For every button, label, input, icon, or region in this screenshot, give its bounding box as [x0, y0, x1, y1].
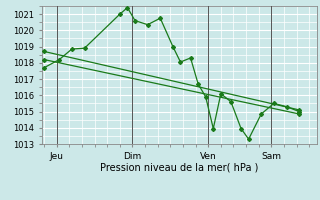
X-axis label: Pression niveau de la mer( hPa ): Pression niveau de la mer( hPa ) — [100, 162, 258, 172]
